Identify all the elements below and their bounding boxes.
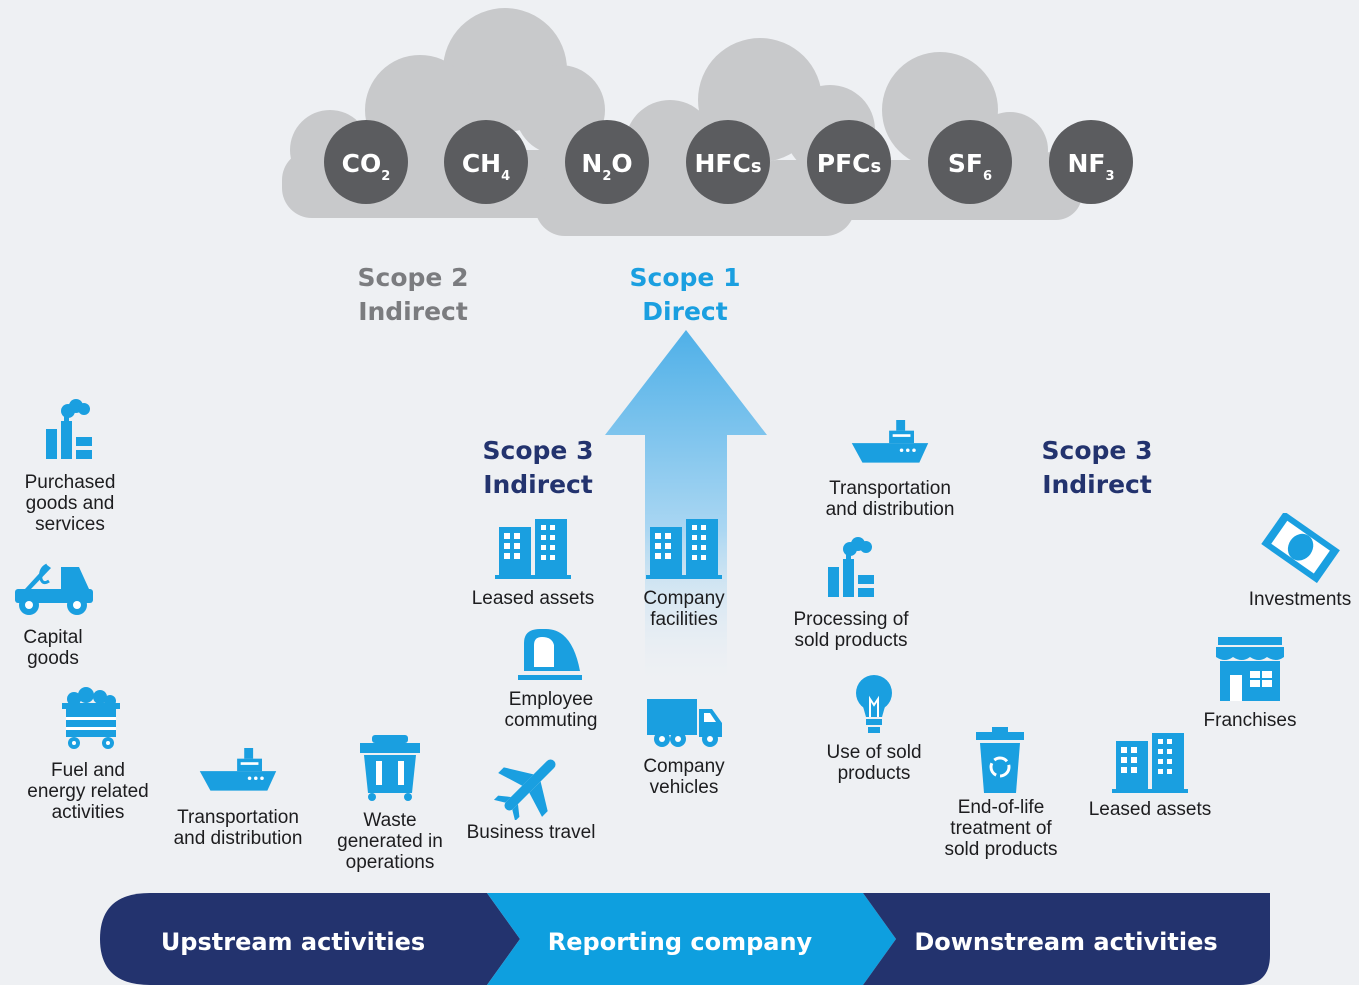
gas-label: CO2 <box>342 149 391 184</box>
scope2-subtitle: Indirect <box>358 297 468 326</box>
gas-label: SF6 <box>948 149 992 184</box>
gases: CO2 CH4 N2O HFCs PFCs SF6 NF3 <box>324 120 1133 204</box>
gas-circle <box>324 120 408 204</box>
item-icon <box>855 674 893 734</box>
gas-subscript: 6 <box>983 169 992 184</box>
gas-label: N2O <box>581 149 632 184</box>
gas-text: SF <box>948 149 983 178</box>
item-label: Employee commuting <box>504 689 598 731</box>
item-label: Processing of sold products <box>793 609 909 651</box>
gas-subscript: 2 <box>381 169 390 184</box>
item-label: Company facilities <box>643 588 725 630</box>
item-icon <box>495 519 571 579</box>
item-icon <box>46 399 92 459</box>
downstream-segment <box>863 893 1270 985</box>
item-icon <box>518 629 582 680</box>
gas-text: CH <box>462 149 501 178</box>
gas-text: CO <box>342 149 382 178</box>
upstream-segment <box>100 893 520 985</box>
item-icon <box>360 735 420 801</box>
item-label: Waste generated in operations <box>337 810 443 873</box>
gas-label: HFCs <box>694 149 761 178</box>
gas-subscript: 3 <box>1105 169 1114 184</box>
item-icon <box>13 563 93 617</box>
scope3-downstream-title: Scope 3 <box>1042 436 1153 465</box>
item-label: Leased assets <box>471 588 595 609</box>
gas-text-after: O <box>611 149 632 178</box>
gas-text: N <box>581 149 602 178</box>
gas-circle <box>1049 120 1133 204</box>
gas-subscript: 2 <box>602 169 611 184</box>
item-label: Investments <box>1248 589 1352 610</box>
scope3-upstream-subtitle: Indirect <box>483 470 593 499</box>
item-label: Capital goods <box>23 627 83 669</box>
reporting-segment <box>487 893 896 985</box>
scope1-title: Scope 1 <box>630 263 741 292</box>
item-icon <box>62 687 120 749</box>
item-label: Leased assets <box>1088 799 1212 820</box>
item-icon <box>199 748 277 791</box>
item-label: Transportation and distribution <box>825 478 955 520</box>
scope1-subtitle: Direct <box>642 297 727 326</box>
scope3-downstream-subtitle: Indirect <box>1042 470 1152 499</box>
item-icon <box>828 537 874 597</box>
gas-text: NF <box>1067 149 1105 178</box>
gas-subscript: 4 <box>501 169 510 184</box>
scope3-upstream-title: Scope 3 <box>483 436 594 465</box>
scope1-arrow <box>605 330 767 690</box>
downstream-label: Downstream activities <box>914 928 1217 956</box>
reporting-label: Reporting company <box>548 928 813 956</box>
gas-text: PFC <box>817 149 871 178</box>
item-icon <box>1112 733 1188 793</box>
item-label: End-of-life treatment of sold products <box>944 797 1058 860</box>
item-label: Fuel and energy related activities <box>27 760 149 823</box>
scope2-title: Scope 2 <box>358 263 469 292</box>
item-label: Transportation and distribution <box>173 807 303 849</box>
item-icon <box>851 420 929 463</box>
item-label: Franchises <box>1203 710 1297 731</box>
gas-circle <box>565 120 649 204</box>
item-icon <box>1261 513 1340 583</box>
upstream-label: Upstream activities <box>161 928 425 956</box>
gas-label: PFCs <box>817 149 881 178</box>
gas-text: HFC <box>694 149 750 178</box>
gas-circle <box>444 120 528 204</box>
gas-circle <box>928 120 1012 204</box>
gas-label: CH4 <box>462 149 510 184</box>
item-label: Business travel <box>466 822 596 843</box>
gas-circle <box>807 120 891 204</box>
item-label: Use of sold products <box>826 742 922 784</box>
item-label: Company vehicles <box>643 756 725 798</box>
gas-suffix: s <box>871 156 882 177</box>
item-label: Purchased goods and services <box>24 472 116 535</box>
gas-label: NF3 <box>1067 149 1114 184</box>
gas-circle <box>686 120 770 204</box>
gas-suffix: s <box>751 156 762 177</box>
item-icon <box>1215 636 1285 702</box>
